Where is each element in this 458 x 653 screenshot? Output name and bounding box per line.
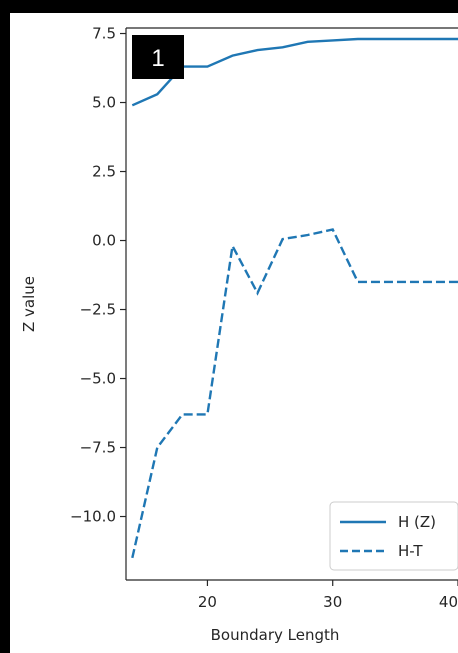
panel-badge: 1 xyxy=(132,35,184,79)
y-axis-label: Z value xyxy=(20,276,38,332)
legend-label: H-T xyxy=(398,542,423,560)
y-tick-label: 0.0 xyxy=(92,232,116,250)
y-tick-label: −7.5 xyxy=(80,439,116,457)
series-line xyxy=(131,228,458,559)
chart-figure: 7.5 5.0 2.5 0.0 −2.5 −5.0 −7.5 −10.0 20 30 40 Bound… xyxy=(10,13,458,653)
series-layer xyxy=(131,37,458,559)
panel-badge-label: 1 xyxy=(151,45,164,72)
y-tick-label: −10.0 xyxy=(70,508,116,526)
x-tick-label: 40 xyxy=(439,593,458,611)
y-tick-label: 7.5 xyxy=(92,25,116,43)
x-tick-label: 20 xyxy=(198,593,217,611)
series-h-t xyxy=(131,228,458,559)
legend: H (Z) H-T xyxy=(329,501,458,571)
y-tick-label: −5.0 xyxy=(80,370,116,388)
series-line xyxy=(131,37,458,107)
y-tick-label: 5.0 xyxy=(92,94,116,112)
series-h-z xyxy=(131,37,458,107)
y-tick-label: 2.5 xyxy=(92,163,116,181)
y-tick-label: −2.5 xyxy=(80,301,116,319)
line-chart: 7.5 5.0 2.5 0.0 −2.5 −5.0 −7.5 −10.0 20 30 40 Bound… xyxy=(20,25,458,644)
legend-label: H (Z) xyxy=(398,513,436,531)
axes-layer: 7.5 5.0 2.5 0.0 −2.5 −5.0 −7.5 −10.0 20 30 40 Bound… xyxy=(20,25,458,644)
x-tick-label: 30 xyxy=(323,593,342,611)
legend-box xyxy=(329,501,458,571)
panel-badge-box xyxy=(132,35,184,79)
x-axis-label: Boundary Length xyxy=(211,626,340,644)
